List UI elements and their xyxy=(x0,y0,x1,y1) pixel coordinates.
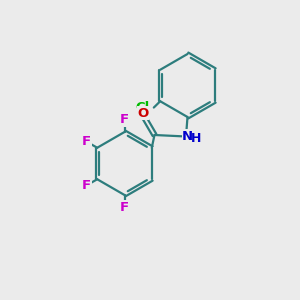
Text: F: F xyxy=(120,113,129,126)
Text: F: F xyxy=(120,201,129,214)
Text: O: O xyxy=(137,106,149,120)
Text: H: H xyxy=(191,132,202,146)
Text: F: F xyxy=(82,135,91,148)
Text: N: N xyxy=(182,130,194,143)
Text: Cl: Cl xyxy=(135,101,149,114)
Text: F: F xyxy=(82,179,91,192)
